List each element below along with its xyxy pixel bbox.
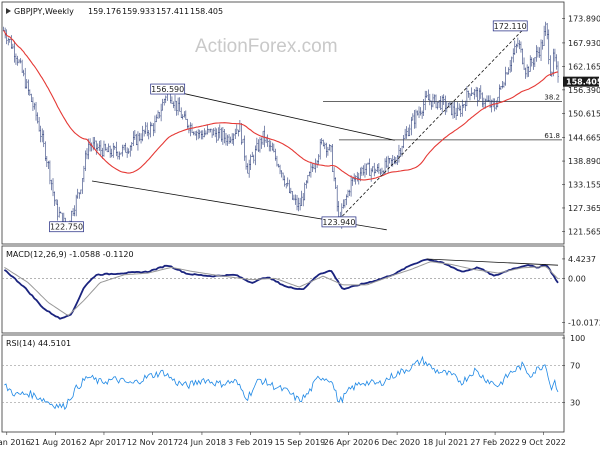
rsi-axis: 100 70 30 [2,334,585,407]
rsi-panel-frame [1,334,565,433]
price-tick-label: 156.390 [568,86,600,95]
price-tick-label: 138.890 [568,157,600,166]
price-tick-label: 133.155 [568,180,600,189]
last-price-box [563,76,599,87]
annotation-box [492,20,528,32]
ohlc-high: 159.933 [122,7,155,16]
last-price-label: 158.405 [563,76,600,87]
ohlc-low: 157.411 [156,7,189,16]
price-tick-label: 167.930 [568,39,600,48]
annotation-label: 172.110 [494,22,527,31]
x-tick-label: 27 Feb 2022 [470,438,520,447]
price-tick-label: 173.890 [568,15,600,24]
header-arrow-icon [6,8,11,14]
x-tick-label: 12 Nov 2017 [127,438,178,447]
annotation-label: 156.590 [151,85,184,94]
price-title: GBPJPY,Weekly [14,7,74,16]
x-tick-label: 3 Feb 2019 [228,438,273,447]
rsi-tick-label: 30 [570,398,580,407]
price-trendline [163,88,395,141]
price-axis: 173.890 167.930 162.165 156.390 150.615 144.6… [562,15,600,237]
x-tick-label: 24 Jun 2018 [178,438,226,447]
x-tick-label: 2 Apr 2017 [82,438,126,447]
price-tick-label: 144.665 [568,134,600,143]
rsi-tick-label: 100 [570,334,585,343]
fib-level-label: 38.2 [544,94,560,102]
ohlc-close: 158.405 [190,7,223,16]
price-panel-frame [1,1,565,245]
annotation-box [321,216,357,228]
rsi-tick-label: 70 [570,362,580,371]
macd-tick-label: 4.4237 [568,255,596,264]
price-tick-label: 127.365 [568,204,600,213]
annotation-box [49,221,84,233]
x-tick-label: 6 Dec 2020 [374,438,420,447]
rsi-line [4,355,559,411]
rsi-title: RSI(14) 44.5101 [6,339,71,348]
x-tick-label: 15 Sep 2019 [275,438,326,447]
watermark: ActionForex.com [195,36,338,57]
price-tick-label: 150.615 [568,109,600,118]
annotation-box [150,83,186,95]
macd-tick-label: 0.00 [568,274,586,283]
annotation-label: 123.940 [322,218,355,227]
x-tick-label: 21 Aug 2016 [30,438,81,447]
macd-panel-frame [1,245,565,334]
price-header: GBPJPY,Weekly 159.176 159.933 157.411 15… [6,7,223,16]
rsi-lines [4,355,559,411]
fib-levels: 38.2 61.8 [323,94,562,141]
price-tick-label: 162.165 [568,62,600,71]
sma-line [3,30,559,181]
price-annotations: 172.110 156.590 122.750 123.940 [49,20,528,233]
x-tick-label: 18 Jul 2021 [423,438,468,447]
macd-line [3,258,559,320]
macd-signal-line [4,261,559,316]
fib-level-label: 61.8 [544,132,560,140]
x-tick-label: 9 Oct 2022 [521,438,565,447]
macd-title: MACD(12,26,9) -1.0588 -0.1120 [6,250,134,259]
price-tick-label: 121.565 [568,228,600,237]
macd-trendline [426,258,559,266]
x-tick-label: 26 Apr 2020 [324,438,373,447]
last-price-text: 158.405 [566,78,600,87]
macd-lines [3,258,559,320]
x-tick-label: 10 Jan 2016 [0,438,31,447]
ohlc-open: 159.176 [88,7,121,16]
price-candles [2,21,559,231]
annotation-label: 122.750 [50,223,83,232]
